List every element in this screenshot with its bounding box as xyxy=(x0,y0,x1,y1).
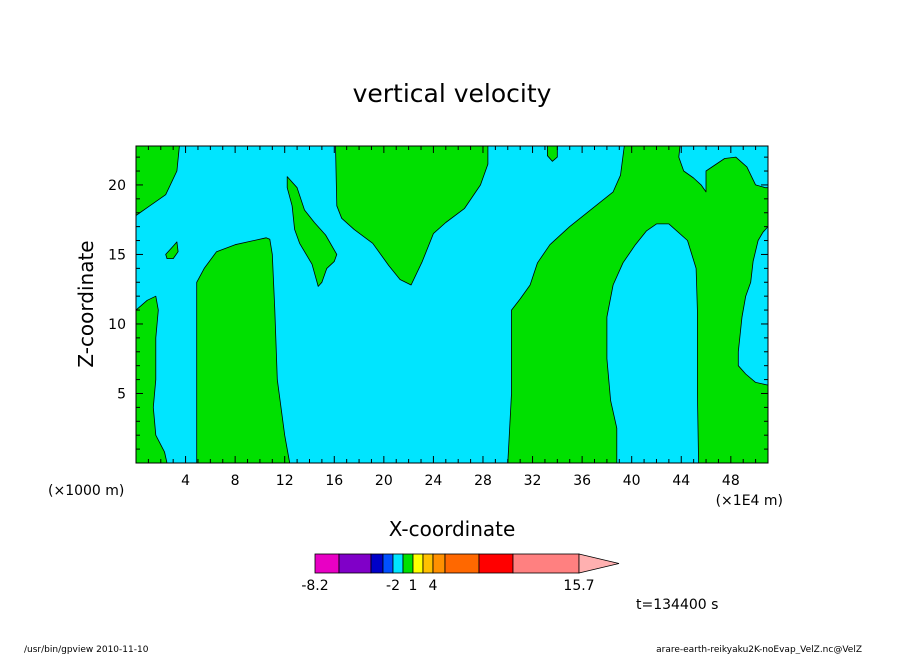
x-tick-label: 24 xyxy=(424,473,442,489)
colorbar-segment xyxy=(512,553,580,574)
footer-left: /usr/bin/gpview 2010-11-10 xyxy=(24,645,149,654)
colorbar-segment xyxy=(432,553,446,574)
contour-region-left-bubble xyxy=(165,241,179,260)
x-unit-right: (×1E4 m) xyxy=(716,493,783,509)
colorbar-segment xyxy=(314,553,340,574)
x-tick-label: 36 xyxy=(573,473,591,489)
y-axis-ticks: 5 10 15 20 xyxy=(108,156,768,450)
chart-title: vertical velocity xyxy=(353,79,552,108)
colorbar-segment xyxy=(392,553,404,574)
y-axis-label: Z-coordinate xyxy=(74,240,98,367)
x-tick-label: 20 xyxy=(375,473,393,489)
x-unit-left: (×1000 m) xyxy=(48,483,124,499)
contour-region-slab-8-12 xyxy=(196,237,291,464)
time-label: t=134400 s xyxy=(636,597,718,613)
colorbar-segment xyxy=(370,553,384,574)
colorbar-segment xyxy=(478,553,514,574)
colorbar-tick-label: 4 xyxy=(429,578,438,594)
colorbar: -8.2 -2 1 4 15.7 xyxy=(301,553,620,594)
x-axis-ticks: 4 8 12 16 20 24 28 32 36 40 44 48 xyxy=(147,146,757,489)
colorbar-segment xyxy=(412,553,424,574)
x-tick-label: 32 xyxy=(524,473,542,489)
colorbar-tick-label: -2 xyxy=(386,578,400,594)
colorbar-arrow xyxy=(578,553,620,574)
contour-region-top-center xyxy=(335,145,489,286)
plot-frame xyxy=(135,145,769,464)
y-tick-label: 5 xyxy=(117,386,126,402)
x-tick-label: 44 xyxy=(672,473,690,489)
colorbar-segment xyxy=(422,553,434,574)
x-tick-label: 12 xyxy=(276,473,294,489)
x-tick-label: 28 xyxy=(474,473,492,489)
x-tick-label: 40 xyxy=(623,473,641,489)
colorbar-segment xyxy=(338,553,372,574)
colorbar-segment xyxy=(402,553,414,574)
x-tick-label: 16 xyxy=(325,473,343,489)
colorbar-tick-label: 15.7 xyxy=(563,578,594,594)
y-tick-label: 15 xyxy=(108,247,126,263)
y-tick-label: 20 xyxy=(108,178,126,194)
contour-region-tongue-14 xyxy=(286,176,338,287)
colorbar-tick-label: -8.2 xyxy=(301,578,328,594)
x-tick-label: 48 xyxy=(722,473,740,489)
contour-regions xyxy=(135,145,769,464)
x-tick-label: 8 xyxy=(231,473,240,489)
x-axis-label: X-coordinate xyxy=(389,517,516,541)
colorbar-segment xyxy=(382,553,394,574)
footer-right: arare-earth-reikyaku2K-noEvap_VelZ.nc@Ve… xyxy=(656,645,862,654)
y-tick-label: 10 xyxy=(108,317,126,333)
contour-region-right-structure xyxy=(507,145,769,464)
colorbar-segment xyxy=(444,553,480,574)
colorbar-tick-label: 1 xyxy=(409,578,418,594)
x-tick-label: 4 xyxy=(181,473,190,489)
